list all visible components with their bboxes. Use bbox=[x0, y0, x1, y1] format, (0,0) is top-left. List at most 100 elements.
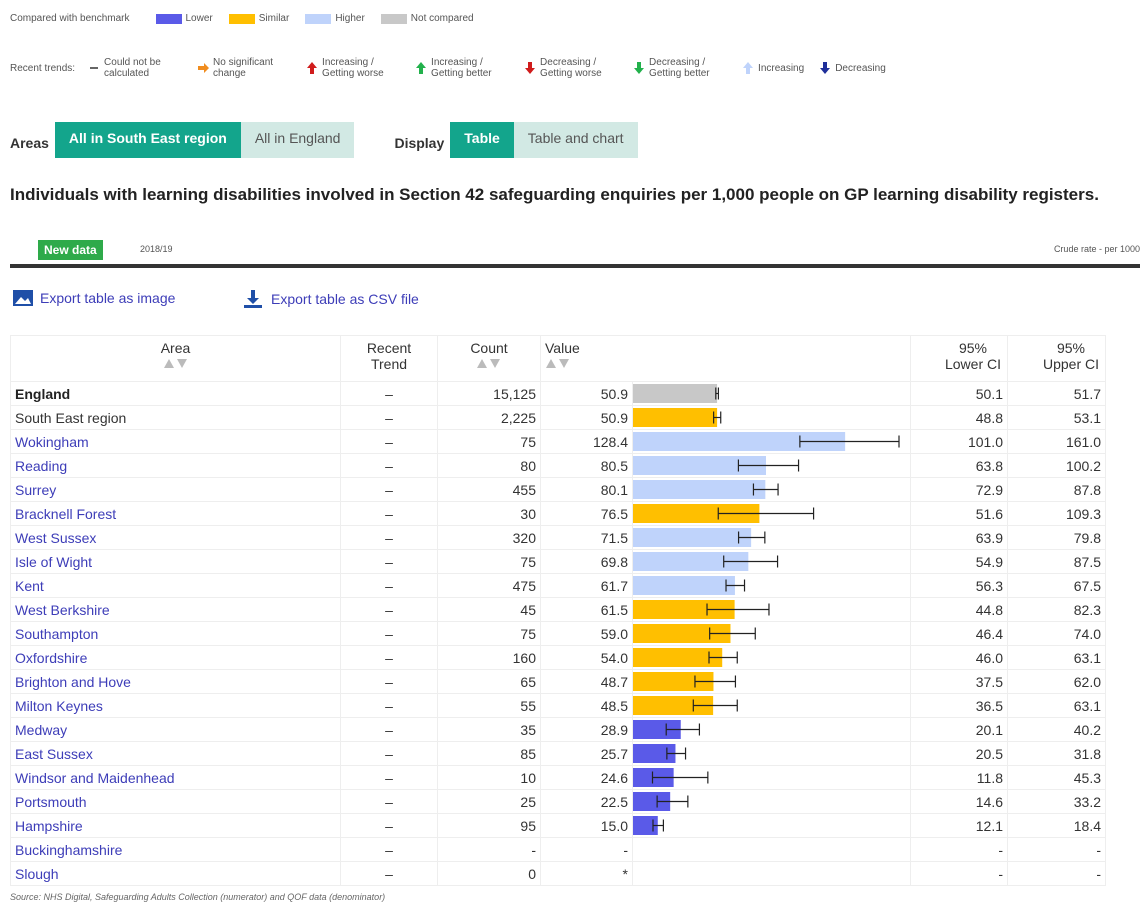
area-cell: Windsor and Maidenhead bbox=[10, 765, 341, 790]
bar bbox=[633, 456, 766, 475]
bar bbox=[633, 384, 718, 403]
bar-chart bbox=[633, 528, 766, 547]
area-name[interactable]: Isle of Wight bbox=[15, 553, 93, 570]
upper-ci-cell: 109.3 bbox=[1007, 501, 1106, 526]
count-cell: 475 bbox=[437, 573, 541, 598]
trend-icon bbox=[416, 62, 427, 74]
icon-shape bbox=[634, 62, 645, 74]
upper-ci-cell: 51.7 bbox=[1007, 381, 1106, 406]
area-name[interactable]: Southampton bbox=[15, 625, 99, 642]
area-name[interactable]: Bracknell Forest bbox=[15, 505, 117, 522]
icon-shape bbox=[525, 62, 536, 74]
export-csv[interactable]: Export table as CSV file bbox=[243, 289, 419, 309]
legend-text: Higher bbox=[335, 13, 365, 24]
area-name[interactable]: East Sussex bbox=[15, 745, 93, 762]
table-row: Kent –475 61.7 56.3 67.5 bbox=[10, 573, 1106, 598]
column-header: 95% Lower CI bbox=[910, 335, 1008, 382]
area-name[interactable]: Buckinghamshire bbox=[15, 841, 123, 858]
upper-ci-cell: 87.8 bbox=[1007, 477, 1106, 502]
count-cell: 455 bbox=[437, 477, 541, 502]
trend-icon bbox=[525, 62, 536, 74]
upper-ci-cell: 18.4 bbox=[1007, 813, 1106, 838]
icon-shape bbox=[416, 62, 427, 74]
area-name[interactable]: Brighton and Hove bbox=[15, 673, 131, 690]
lower-ci-cell: 56.3 bbox=[910, 573, 1008, 598]
lower-ci-cell: 20.5 bbox=[910, 741, 1008, 766]
area-name[interactable]: Oxfordshire bbox=[15, 649, 88, 666]
bar-cell bbox=[632, 501, 911, 526]
sort-arrows[interactable] bbox=[476, 357, 502, 369]
table-row: Brighton and Hove –65 48.7 37.5 62.0 bbox=[10, 669, 1106, 694]
header-text: 95% Upper CI bbox=[1042, 340, 1100, 372]
count-cell: 10 bbox=[437, 765, 541, 790]
export-image[interactable]: Export table as image bbox=[12, 289, 175, 307]
area-name[interactable]: Portsmouth bbox=[15, 793, 87, 810]
legend-item: Higher bbox=[305, 13, 365, 24]
trend-cell: – bbox=[340, 429, 438, 454]
upper-ci-cell: 74.0 bbox=[1007, 621, 1106, 646]
area-cell: Reading bbox=[10, 453, 341, 478]
upper-ci-cell: 161.0 bbox=[1007, 429, 1106, 454]
bar-chart bbox=[633, 408, 722, 427]
header-text: Count bbox=[470, 340, 508, 356]
area-name[interactable]: Slough bbox=[15, 865, 59, 882]
filter-button[interactable]: All in South East region bbox=[54, 122, 241, 158]
area-name[interactable]: West Sussex bbox=[15, 529, 97, 546]
bar bbox=[633, 480, 766, 499]
lower-ci-cell: 51.6 bbox=[910, 501, 1008, 526]
bar-chart bbox=[633, 576, 746, 595]
table-row: Slough –0 * - - bbox=[10, 861, 1106, 886]
export-label[interactable]: Export table as CSV file bbox=[271, 291, 419, 307]
lower-ci-cell: 101.0 bbox=[910, 429, 1008, 454]
column-header: 95% Upper CI bbox=[1007, 335, 1106, 382]
lower-ci-cell: 72.9 bbox=[910, 477, 1008, 502]
area-name[interactable]: Milton Keynes bbox=[15, 697, 103, 714]
area-name[interactable]: West Berkshire bbox=[15, 601, 110, 618]
area-name[interactable]: Kent bbox=[15, 577, 44, 594]
header-text: Value bbox=[545, 340, 580, 356]
value-cell: 54.0 bbox=[540, 645, 633, 670]
bar bbox=[633, 528, 752, 547]
areas-label: Areas bbox=[10, 135, 49, 151]
area-name[interactable]: Medway bbox=[15, 721, 68, 738]
sort-arrows[interactable] bbox=[545, 357, 571, 369]
count-cell: 75 bbox=[437, 429, 541, 454]
count-cell: 55 bbox=[437, 693, 541, 718]
area-name[interactable]: Wokingham bbox=[15, 433, 89, 450]
bar bbox=[633, 672, 714, 691]
lower-ci-cell: 14.6 bbox=[910, 789, 1008, 814]
table-row: West Berkshire –45 61.5 44.8 82.3 bbox=[10, 597, 1106, 622]
area-name[interactable]: Reading bbox=[15, 457, 68, 474]
lower-ci-cell: - bbox=[910, 861, 1008, 886]
bar-cell bbox=[632, 765, 911, 790]
bar-cell bbox=[632, 573, 911, 598]
bar-chart bbox=[633, 862, 911, 885]
trend-cell: – bbox=[340, 381, 438, 406]
area-name[interactable]: Surrey bbox=[15, 481, 57, 498]
legend-swatch bbox=[155, 13, 182, 24]
bar-chart bbox=[633, 384, 720, 403]
filter-button[interactable]: Table bbox=[450, 122, 514, 158]
area-cell: Kent bbox=[10, 573, 341, 598]
area-name[interactable]: Windsor and Maidenhead bbox=[15, 769, 175, 786]
column-header: Area bbox=[10, 335, 341, 382]
sort-arrows[interactable] bbox=[163, 357, 189, 369]
header-text: Recent Trend bbox=[366, 340, 412, 372]
column-header: Count bbox=[437, 335, 541, 382]
bar-chart bbox=[633, 838, 911, 861]
table-row: Bracknell Forest –30 76.5 51.6 109.3 bbox=[10, 501, 1106, 526]
area-name[interactable]: Hampshire bbox=[15, 817, 83, 834]
count-cell: 320 bbox=[437, 525, 541, 550]
value-cell: 80.5 bbox=[540, 453, 633, 478]
filter-button[interactable]: Table and chart bbox=[513, 122, 638, 158]
count-cell: 35 bbox=[437, 717, 541, 742]
bar bbox=[633, 600, 735, 619]
trend-cell: – bbox=[340, 813, 438, 838]
value-cell: 22.5 bbox=[540, 789, 633, 814]
export-label[interactable]: Export table as image bbox=[40, 290, 176, 306]
trend-cell: – bbox=[340, 405, 438, 430]
value-cell: 71.5 bbox=[540, 525, 633, 550]
filter-button[interactable]: All in England bbox=[240, 122, 355, 158]
icon-shape bbox=[743, 62, 754, 74]
